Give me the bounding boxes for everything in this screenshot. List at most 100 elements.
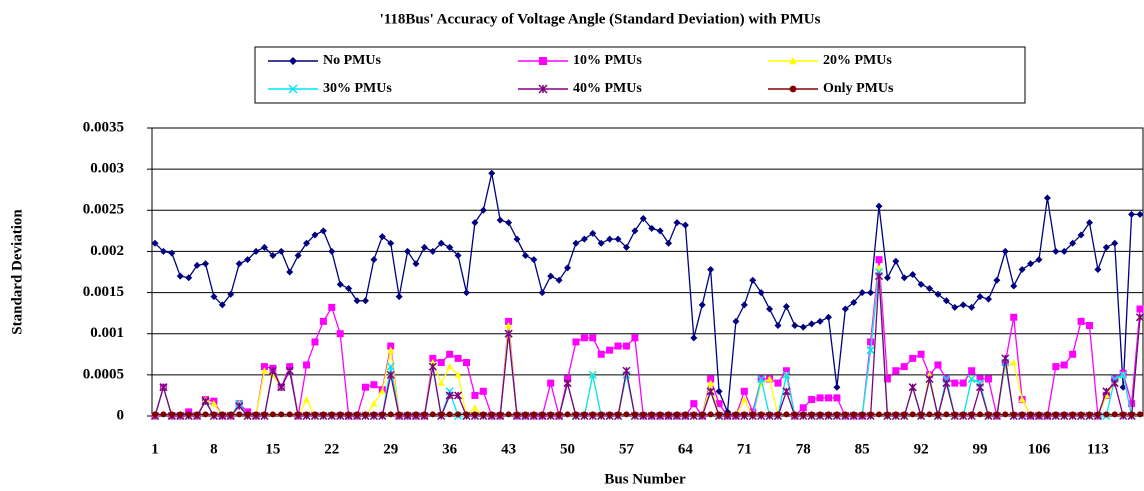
- legend-marker: [789, 85, 797, 93]
- series-marker: [808, 411, 815, 418]
- series-marker: [1002, 411, 1009, 418]
- series-marker: [1060, 361, 1068, 369]
- series-marker: [437, 239, 445, 247]
- series-marker: [968, 303, 976, 311]
- y-tick-label: 0.0005: [83, 366, 124, 382]
- series-marker: [942, 379, 951, 388]
- series-marker: [656, 227, 664, 235]
- series-marker: [295, 411, 302, 418]
- series-marker: [740, 301, 748, 309]
- series-marker: [1120, 411, 1127, 418]
- series-marker: [1137, 411, 1143, 418]
- series-marker: [606, 346, 614, 354]
- legend-marker: [288, 84, 298, 94]
- series-marker: [766, 305, 774, 313]
- series-marker: [286, 363, 294, 371]
- series-marker: [985, 411, 992, 418]
- series-marker: [732, 411, 739, 418]
- series-marker: [589, 411, 596, 418]
- series-marker: [421, 411, 428, 418]
- series-marker: [471, 391, 479, 399]
- series-marker: [286, 268, 294, 276]
- series-marker: [454, 371, 462, 378]
- series-marker: [345, 411, 352, 418]
- series-marker: [260, 243, 268, 251]
- series-marker: [236, 411, 243, 418]
- series-marker: [278, 411, 285, 418]
- series-marker: [749, 276, 757, 284]
- series-marker: [556, 411, 563, 418]
- series-marker: [235, 260, 243, 268]
- series-marker: [757, 374, 766, 384]
- series-marker: [782, 303, 790, 311]
- series-marker: [926, 284, 934, 292]
- series-marker: [1102, 243, 1110, 251]
- series-marker: [883, 375, 891, 383]
- series-marker: [589, 334, 597, 342]
- series-marker: [412, 260, 420, 268]
- series-marker: [1052, 363, 1060, 371]
- y-tick-label: 0.001: [90, 325, 124, 341]
- series-marker: [387, 342, 395, 350]
- series-marker: [900, 363, 908, 371]
- series-marker: [193, 261, 201, 269]
- series-marker: [799, 404, 807, 412]
- series-marker: [1136, 305, 1144, 313]
- series-marker: [766, 375, 774, 382]
- series-marker: [976, 375, 984, 383]
- series-marker: [185, 411, 192, 418]
- series-marker: [841, 305, 849, 313]
- series-marker: [942, 297, 950, 305]
- series-marker: [269, 371, 277, 378]
- series-marker: [370, 400, 378, 407]
- plot-area: [151, 127, 1144, 417]
- series-marker: [176, 272, 184, 280]
- x-tick-label: 64: [678, 441, 694, 457]
- series-marker: [951, 303, 959, 311]
- series-marker: [766, 411, 773, 418]
- series-marker: [1018, 396, 1026, 403]
- series-marker: [303, 239, 311, 247]
- x-tick-label: 50: [560, 441, 575, 457]
- series-marker: [808, 320, 816, 328]
- series-marker: [783, 411, 790, 418]
- series-marker: [901, 411, 908, 418]
- series-marker: [808, 396, 816, 404]
- series-marker: [497, 411, 504, 418]
- legend-label: 40% PMUs: [573, 81, 642, 96]
- series-marker: [395, 293, 403, 301]
- series-marker: [715, 387, 723, 395]
- y-tick-label: 0.0035: [83, 119, 124, 135]
- series-marker: [960, 411, 967, 418]
- series-marker: [564, 375, 572, 383]
- series-marker: [782, 370, 791, 379]
- series-marker: [336, 330, 344, 338]
- series-marker: [1069, 239, 1077, 247]
- series-marker: [859, 411, 866, 418]
- series-marker: [622, 366, 631, 375]
- series-marker: [690, 334, 698, 342]
- series-marker: [446, 363, 454, 370]
- series-marker: [252, 247, 260, 255]
- series-marker: [253, 411, 260, 418]
- series-marker: [303, 411, 310, 418]
- series-marker: [825, 394, 833, 402]
- series-marker: [227, 411, 234, 418]
- series-marker: [984, 295, 992, 303]
- series-marker: [210, 293, 218, 301]
- series-marker: [858, 289, 866, 297]
- series-marker: [976, 293, 984, 301]
- series-marker: [1027, 260, 1035, 268]
- series-marker: [775, 411, 781, 418]
- series-marker: [909, 411, 916, 418]
- series-marker: [1128, 400, 1136, 408]
- series-marker: [505, 411, 512, 418]
- series-marker: [648, 224, 656, 232]
- series-marker: [446, 411, 453, 418]
- series-marker: [227, 290, 235, 298]
- series-marker: [445, 391, 454, 400]
- series-marker: [1111, 411, 1118, 418]
- series-marker: [782, 367, 790, 375]
- series-marker: [168, 249, 176, 257]
- series-marker: [1128, 411, 1135, 418]
